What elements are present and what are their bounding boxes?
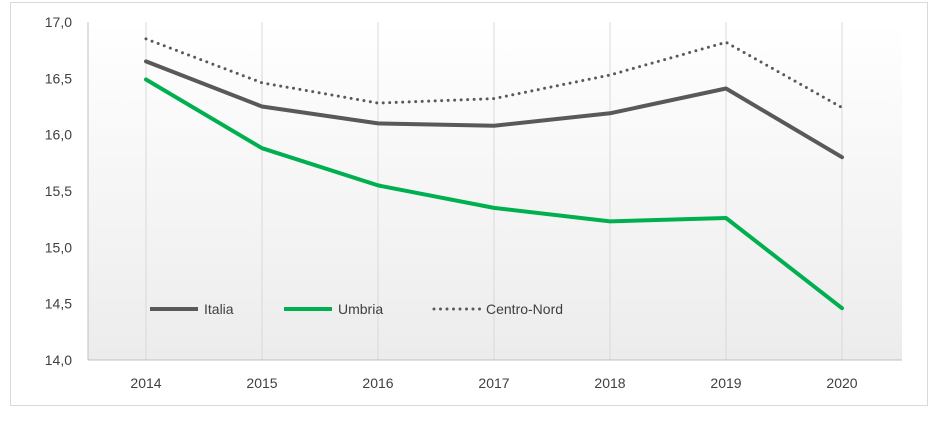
legend-label: Umbria: [338, 301, 383, 317]
y-tick-label: 16,0: [45, 127, 72, 143]
x-tick-label: 2018: [594, 375, 625, 391]
x-tick-label: 2019: [710, 375, 741, 391]
y-tick-label: 17,0: [45, 14, 72, 30]
legend-label: Italia: [204, 301, 234, 317]
legend-label: Centro-Nord: [486, 301, 563, 317]
series-line-italia: [144, 59, 844, 160]
x-tick-label: 2016: [362, 375, 393, 391]
x-tick-label: 2015: [246, 375, 277, 391]
series-line-centro-nord: [144, 37, 844, 110]
y-tick-label: 14,0: [45, 352, 72, 368]
legend: Italia Umbria Centro-Nord: [150, 301, 563, 317]
y-tick-label: 14,5: [45, 296, 72, 312]
series-lines: [144, 37, 844, 311]
grid-lines: [145, 22, 843, 360]
x-tick-label: 2014: [130, 375, 161, 391]
y-tick-label: 16,5: [45, 70, 72, 86]
axes: 14,0 14,5 15,0 15,5 16,0 16,5 17,0 2014 2015 2016…: [45, 14, 902, 391]
series-line-umbria: [144, 77, 844, 311]
y-tick-label: 15,0: [45, 239, 72, 255]
y-tick-label: 15,5: [45, 183, 72, 199]
plot-area: [88, 22, 902, 360]
x-tick-label: 2017: [478, 375, 509, 391]
x-tick-label: 2020: [826, 375, 857, 391]
